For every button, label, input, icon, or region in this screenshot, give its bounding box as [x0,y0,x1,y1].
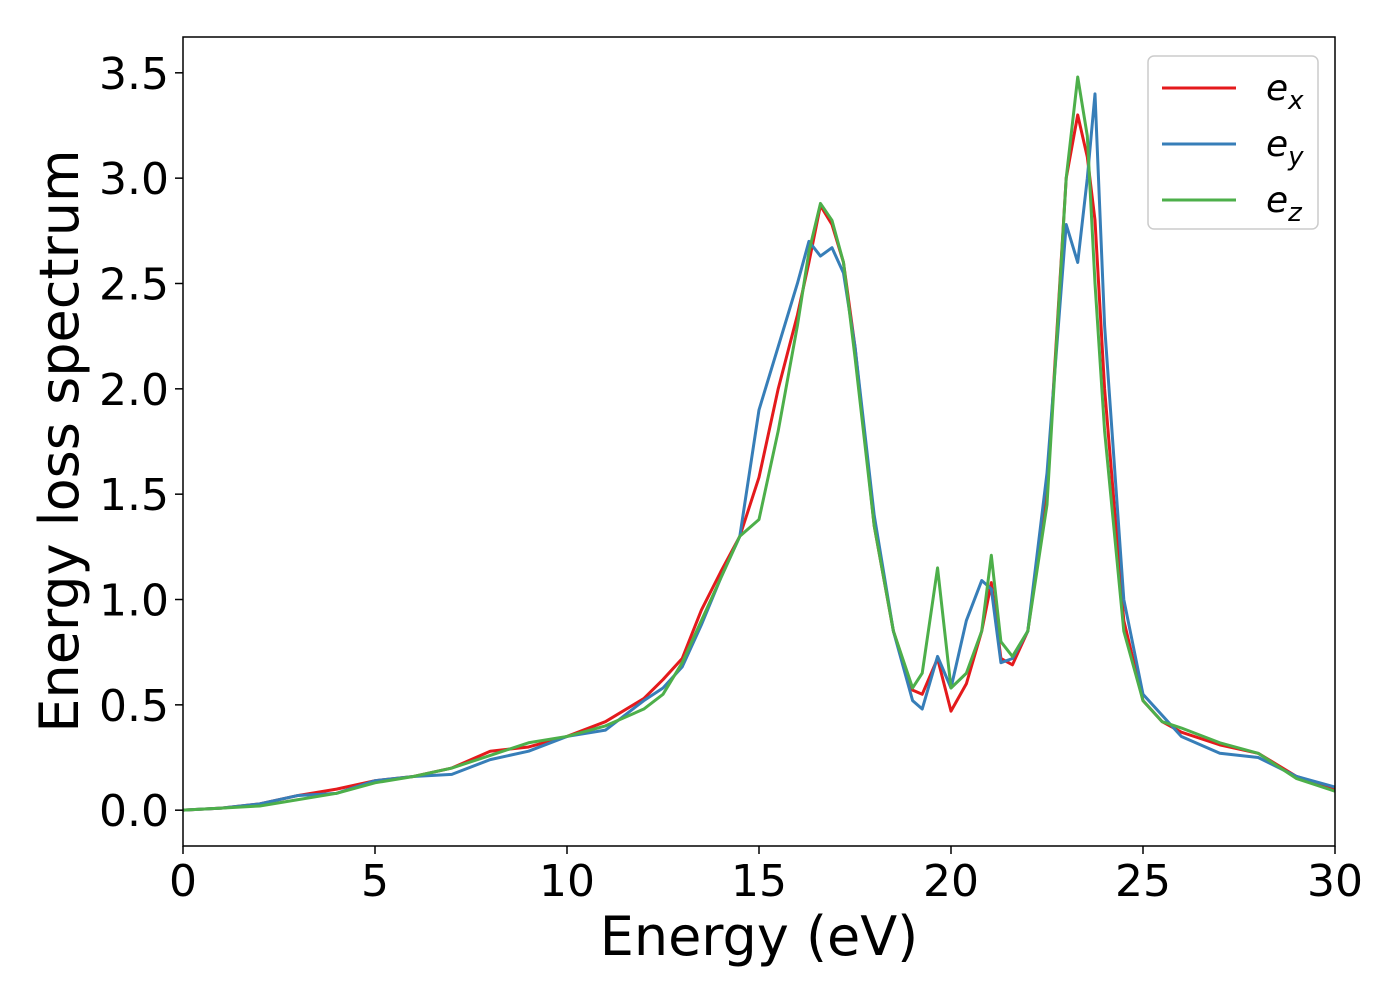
x-tick-label: 15 [731,856,787,907]
y-tick-label: 1.5 [99,470,169,521]
legend-label: ey [1266,124,1304,172]
y-tick-label: 2.5 [99,259,169,310]
x-tick-label: 30 [1307,856,1363,907]
y-tick-label: 1.0 [99,576,169,627]
y-axis-label: Energy loss spectrum [28,149,91,732]
x-axis-label: Energy (eV) [600,905,919,968]
y-tick-label: 3.0 [99,154,169,205]
y-tick-label: 2.0 [99,365,169,416]
x-tick-label: 20 [923,856,979,907]
series-line [183,75,1335,812]
x-tick-label: 5 [361,856,389,907]
x-tick-label: 10 [539,856,595,907]
legend-label: ex [1266,68,1304,116]
x-tick-label: 0 [169,856,197,907]
x-tick-label: 25 [1115,856,1171,907]
y-tick-label: 0.0 [99,786,169,837]
legend-label: ez [1266,180,1303,228]
y-tick-label: 3.5 [99,49,169,100]
y-tick-label: 0.5 [99,681,169,732]
plot-frame [182,36,1336,847]
